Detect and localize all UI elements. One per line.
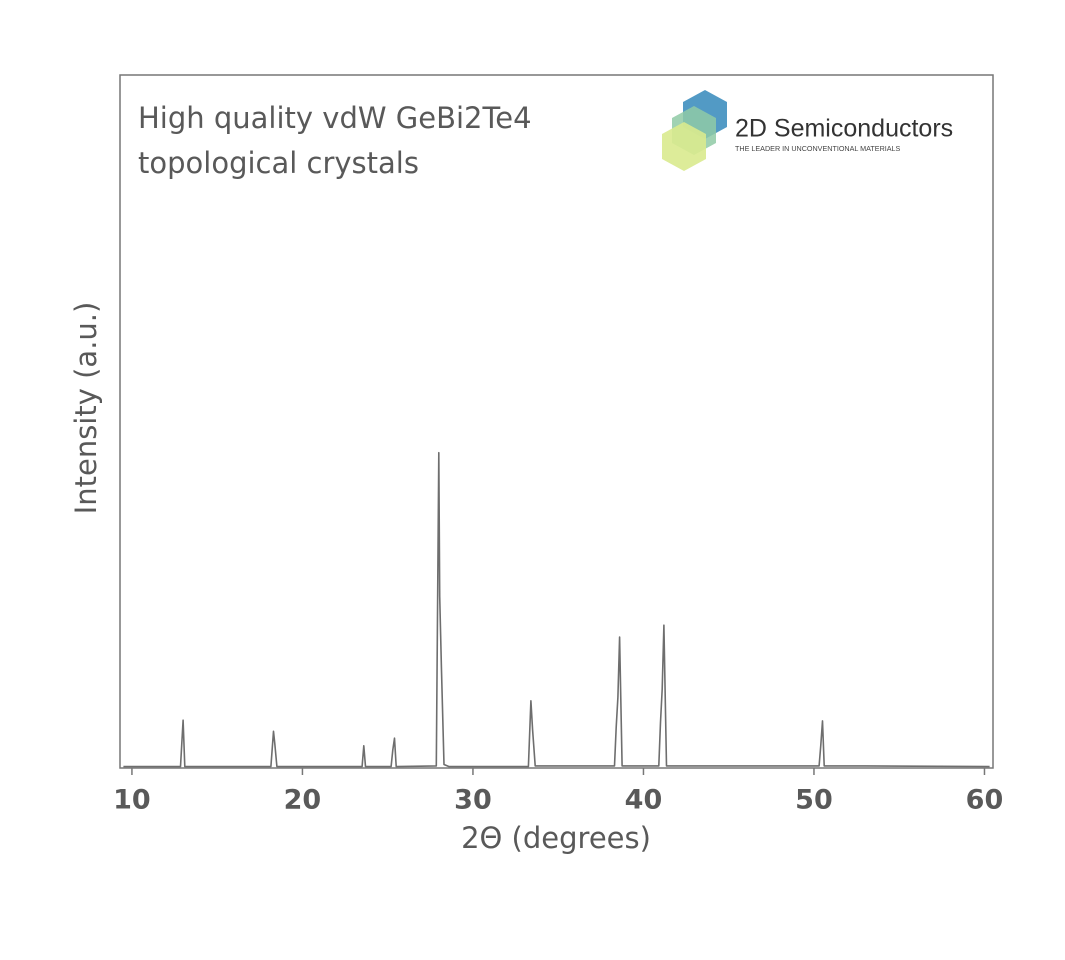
logo-tagline: THE LEADER IN UNCONVENTIONAL MATERIALS: [735, 144, 901, 153]
logo-hexagon: [662, 122, 706, 171]
logo: 2D Semiconductors THE LEADER IN UNCONVEN…: [662, 90, 953, 171]
x-tick-label: 20: [284, 785, 322, 816]
x-axis-label: 2Θ (degrees): [461, 821, 651, 855]
x-tick-label: 60: [966, 785, 1004, 816]
x-tick-label: 10: [113, 785, 151, 816]
x-tick-label: 40: [625, 785, 663, 816]
y-axis-label: Intensity (a.u.): [69, 302, 103, 515]
chart-title: High quality vdW GeBi2Te4: [138, 101, 532, 135]
logo-name: 2D Semiconductors: [735, 115, 953, 143]
x-tick-label: 30: [454, 785, 492, 816]
x-tick-label: 50: [795, 785, 833, 816]
chart-title: topological crystals: [138, 146, 419, 180]
plot-frame: [119, 74, 994, 769]
spectrum-line: [123, 451, 990, 768]
